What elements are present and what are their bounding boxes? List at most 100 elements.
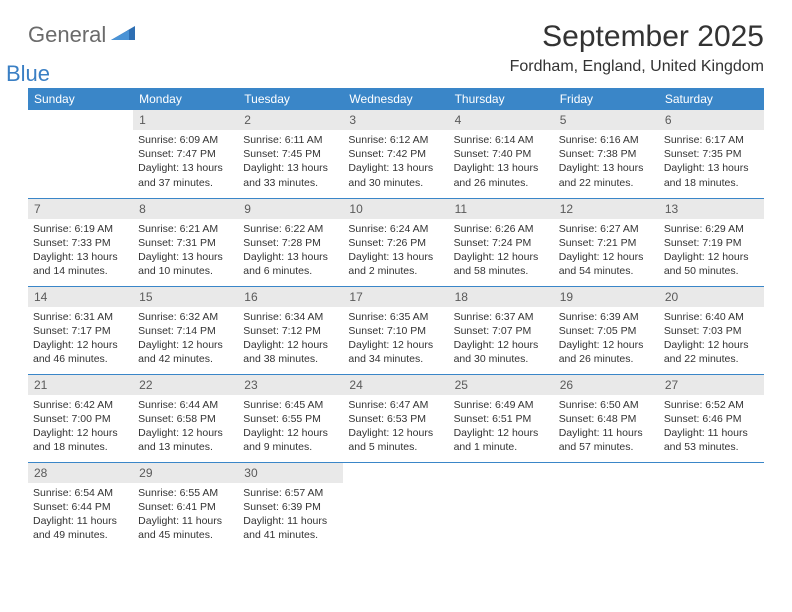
empty-cell: [449, 462, 554, 550]
sunset-label: Sunset:: [348, 148, 384, 160]
sunset-value: 6:55 PM: [282, 413, 321, 425]
sunrise-value: 6:54 AM: [74, 487, 113, 499]
daylight-label: Daylight:: [348, 251, 389, 263]
weekday-header: Friday: [554, 88, 659, 110]
sunrise-line: Sunrise: 6:49 AM: [454, 398, 549, 412]
sunset-label: Sunset:: [348, 413, 384, 425]
sunset-line: Sunset: 6:48 PM: [559, 412, 654, 426]
sunrise-label: Sunrise:: [454, 311, 493, 323]
sunset-line: Sunset: 7:00 PM: [33, 412, 128, 426]
empty-cell: [554, 462, 659, 550]
day-number: 3: [343, 110, 448, 130]
day-details: Sunrise: 6:50 AMSunset: 6:48 PMDaylight:…: [554, 395, 659, 461]
sunset-line: Sunset: 7:17 PM: [33, 324, 128, 338]
sunrise-value: 6:42 AM: [74, 399, 113, 411]
day-number: 8: [133, 199, 238, 219]
sunrise-label: Sunrise:: [664, 311, 703, 323]
daylight-label: Daylight:: [454, 251, 495, 263]
daylight-label: Daylight:: [243, 162, 284, 174]
daylight-line: Daylight: 12 hours and 18 minutes.: [33, 426, 128, 454]
location-text: Fordham, England, United Kingdom: [510, 58, 764, 76]
sunset-label: Sunset:: [243, 501, 279, 513]
day-cell: 2Sunrise: 6:11 AMSunset: 7:45 PMDaylight…: [238, 110, 343, 198]
day-cell: 30Sunrise: 6:57 AMSunset: 6:39 PMDayligh…: [238, 462, 343, 550]
sunset-value: 7:35 PM: [702, 148, 741, 160]
daylight-label: Daylight:: [559, 339, 600, 351]
sunset-line: Sunset: 7:31 PM: [138, 236, 233, 250]
daylight-line: Daylight: 13 hours and 10 minutes.: [138, 250, 233, 278]
sunset-line: Sunset: 7:33 PM: [33, 236, 128, 250]
sunset-label: Sunset:: [559, 413, 595, 425]
day-details: Sunrise: 6:42 AMSunset: 7:00 PMDaylight:…: [28, 395, 133, 461]
sunrise-label: Sunrise:: [348, 399, 387, 411]
sunrise-label: Sunrise:: [243, 223, 282, 235]
daylight-line: Daylight: 11 hours and 49 minutes.: [33, 514, 128, 542]
day-number: 14: [28, 287, 133, 307]
sunrise-label: Sunrise:: [559, 223, 598, 235]
day-cell: 29Sunrise: 6:55 AMSunset: 6:41 PMDayligh…: [133, 462, 238, 550]
sunset-label: Sunset:: [559, 325, 595, 337]
sunset-line: Sunset: 7:24 PM: [454, 236, 549, 250]
calendar-row: 14Sunrise: 6:31 AMSunset: 7:17 PMDayligh…: [28, 286, 764, 374]
sunset-line: Sunset: 7:40 PM: [454, 147, 549, 161]
sunrise-label: Sunrise:: [243, 487, 282, 499]
day-details: Sunrise: 6:09 AMSunset: 7:47 PMDaylight:…: [133, 130, 238, 196]
daylight-label: Daylight:: [138, 427, 179, 439]
day-details: Sunrise: 6:37 AMSunset: 7:07 PMDaylight:…: [449, 307, 554, 373]
sunset-value: 7:03 PM: [702, 325, 741, 337]
day-number: 25: [449, 375, 554, 395]
sunset-value: 7:00 PM: [72, 413, 111, 425]
daylight-label: Daylight:: [559, 427, 600, 439]
day-cell: 14 Sunrise: 6:31 AMSunset: 7:17 PMDayligh…: [28, 286, 133, 374]
daylight-label: Daylight:: [33, 339, 74, 351]
daylight-label: Daylight:: [243, 515, 284, 527]
sunset-line: Sunset: 6:44 PM: [33, 500, 128, 514]
day-number: 12: [554, 199, 659, 219]
sunset-value: 7:28 PM: [282, 237, 321, 249]
sunset-line: Sunset: 7:07 PM: [454, 324, 549, 338]
sunrise-value: 6:55 AM: [180, 487, 219, 499]
day-cell: 5Sunrise: 6:16 AMSunset: 7:38 PMDaylight…: [554, 110, 659, 198]
sunrise-label: Sunrise:: [33, 399, 72, 411]
sunset-value: 7:12 PM: [282, 325, 321, 337]
daylight-label: Daylight:: [33, 515, 74, 527]
sunset-line: Sunset: 7:12 PM: [243, 324, 338, 338]
sunset-value: 7:26 PM: [387, 237, 426, 249]
day-cell: 27Sunrise: 6:52 AMSunset: 6:46 PMDayligh…: [659, 374, 764, 462]
sunset-value: 7:05 PM: [597, 325, 636, 337]
sunrise-value: 6:31 AM: [74, 311, 113, 323]
sunset-label: Sunset:: [33, 501, 69, 513]
day-cell: 26Sunrise: 6:50 AMSunset: 6:48 PMDayligh…: [554, 374, 659, 462]
day-details: Sunrise: 6:55 AMSunset: 6:41 PMDaylight:…: [133, 483, 238, 549]
sunrise-line: Sunrise: 6:54 AM: [33, 486, 128, 500]
logo-triangle-icon: [111, 22, 135, 40]
daylight-line: Daylight: 12 hours and 26 minutes.: [559, 338, 654, 366]
weekday-header: Monday: [133, 88, 238, 110]
day-cell: 23Sunrise: 6:45 AMSunset: 6:55 PMDayligh…: [238, 374, 343, 462]
day-cell: 12Sunrise: 6:27 AMSunset: 7:21 PMDayligh…: [554, 198, 659, 286]
day-details: Sunrise: 6:54 AMSunset: 6:44 PMDaylight:…: [28, 483, 133, 549]
sunrise-value: 6:17 AM: [705, 134, 744, 146]
sunrise-label: Sunrise:: [138, 399, 177, 411]
sunrise-label: Sunrise:: [33, 223, 72, 235]
day-details: Sunrise: 6:21 AMSunset: 7:31 PMDaylight:…: [133, 219, 238, 285]
sunrise-line: Sunrise: 6:27 AM: [559, 222, 654, 236]
sunrise-line: Sunrise: 6:45 AM: [243, 398, 338, 412]
sunrise-line: Sunrise: 6:31 AM: [33, 310, 128, 324]
daylight-line: Daylight: 11 hours and 57 minutes.: [559, 426, 654, 454]
daylight-line: Daylight: 13 hours and 18 minutes.: [664, 161, 759, 189]
day-number: 15: [133, 287, 238, 307]
sunrise-line: Sunrise: 6:39 AM: [559, 310, 654, 324]
daylight-label: Daylight:: [138, 162, 179, 174]
day-number: 28: [28, 463, 133, 483]
sunrise-line: Sunrise: 6:52 AM: [664, 398, 759, 412]
day-details: Sunrise: 6:14 AMSunset: 7:40 PMDaylight:…: [449, 130, 554, 196]
sunrise-line: Sunrise: 6:09 AM: [138, 133, 233, 147]
sunset-value: 6:51 PM: [492, 413, 531, 425]
sunset-label: Sunset:: [138, 148, 174, 160]
sunrise-label: Sunrise:: [243, 134, 282, 146]
sunset-line: Sunset: 7:38 PM: [559, 147, 654, 161]
daylight-label: Daylight:: [348, 339, 389, 351]
sunset-label: Sunset:: [138, 413, 174, 425]
day-cell: 1Sunrise: 6:09 AMSunset: 7:47 PMDaylight…: [133, 110, 238, 198]
